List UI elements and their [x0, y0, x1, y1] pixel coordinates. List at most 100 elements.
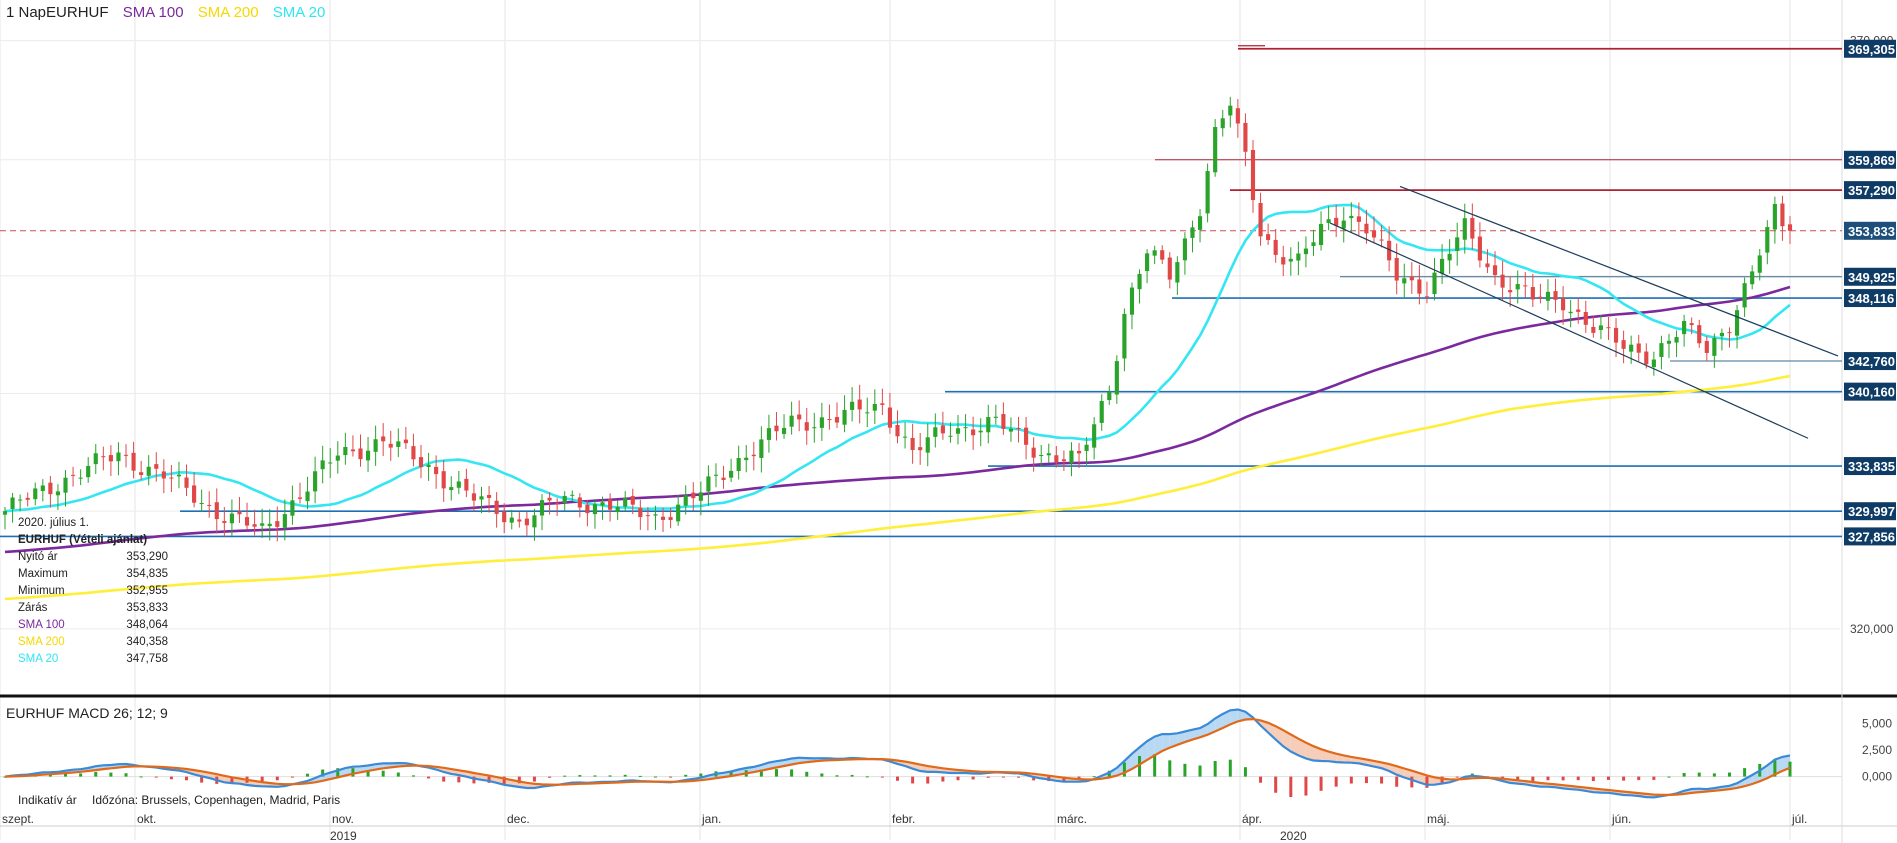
candle-body	[1651, 359, 1656, 368]
candle	[502, 503, 507, 534]
macd-legend: EURHUF MACD 26; 12; 9	[6, 705, 168, 721]
macd-histogram-bar	[366, 770, 370, 777]
candle-body	[1508, 290, 1513, 293]
candle-body	[645, 515, 650, 517]
candle	[1613, 318, 1619, 358]
candle-body	[161, 471, 166, 479]
candle-body	[260, 523, 265, 526]
info-row-value: 353,290	[126, 551, 168, 563]
candle-body	[1417, 279, 1422, 294]
month-label: júl.	[1791, 812, 1807, 826]
candle-body	[729, 470, 734, 478]
macd-histogram-bar	[1168, 760, 1172, 777]
candle	[993, 404, 998, 425]
candle	[1371, 216, 1377, 244]
price-badge	[1844, 527, 1896, 546]
price-badge	[1844, 221, 1896, 240]
candle	[1500, 260, 1505, 301]
macd-histogram-bar	[306, 773, 310, 777]
candle	[1016, 416, 1021, 443]
sma-100-label[interactable]: SMA 100	[122, 4, 184, 21]
candle-body	[40, 485, 45, 492]
macd-histogram-bar	[1198, 765, 1202, 777]
macd-histogram-bar	[911, 776, 915, 784]
price-axis: 370,000320,000369,305359,869357,290353,8…	[1844, 34, 1896, 636]
candle	[123, 444, 129, 468]
candle-body	[1787, 224, 1793, 231]
candle	[1258, 192, 1263, 246]
candle-body	[1485, 263, 1490, 268]
candle	[1651, 351, 1656, 376]
candle	[562, 491, 567, 511]
macd-histogram-bar	[1289, 776, 1293, 798]
candle	[33, 482, 38, 506]
candle-body	[660, 516, 666, 520]
price-badge	[1844, 382, 1896, 401]
candle	[797, 400, 802, 432]
candle-body	[1266, 234, 1271, 240]
candle	[1114, 355, 1119, 404]
candle	[1561, 286, 1566, 325]
candle	[1031, 437, 1036, 472]
candle	[978, 418, 983, 447]
info-row: Nyitó ár 353,290	[18, 549, 168, 566]
trend-line-lower	[1329, 222, 1809, 439]
macd-histogram-bar	[548, 776, 552, 778]
candle	[1674, 330, 1679, 358]
candle	[1704, 336, 1709, 362]
candle	[2, 507, 8, 530]
candle-body	[925, 437, 930, 453]
candle	[426, 452, 431, 481]
candle	[524, 511, 529, 536]
candle	[895, 410, 900, 444]
macd-histogram-bar	[1213, 760, 1217, 777]
candle-body	[1069, 450, 1074, 464]
candle-body	[1039, 454, 1044, 456]
candle-body	[275, 521, 280, 527]
candle	[78, 469, 83, 486]
macd-histogram-bar	[1410, 776, 1414, 788]
candle-body	[1666, 340, 1672, 344]
candle	[305, 476, 310, 510]
macd-fill	[1237, 709, 1246, 722]
candle-body	[184, 477, 189, 488]
candle	[396, 428, 401, 458]
candle-body	[918, 447, 923, 451]
candle	[509, 509, 514, 530]
info-panel: 2020. július 1. EURHUF (Vételi ajánlat) …	[18, 515, 168, 668]
candle-body	[1175, 262, 1180, 283]
candle-body	[116, 452, 121, 462]
candle	[116, 442, 121, 476]
candle-body	[1492, 265, 1498, 276]
candle	[267, 509, 272, 541]
macd-histogram-bar	[1032, 776, 1036, 781]
macd-histogram-bar	[759, 769, 763, 777]
candle-body	[1402, 278, 1407, 284]
macd-histogram-bar	[608, 775, 612, 777]
price-badge	[1844, 150, 1896, 169]
candle-body	[1757, 255, 1762, 273]
candle	[865, 397, 870, 428]
candle-body	[1379, 239, 1384, 241]
sma-200-label[interactable]: SMA 200	[197, 4, 259, 21]
candle	[804, 407, 809, 445]
candle	[411, 433, 416, 467]
macd-fill	[1782, 755, 1790, 771]
sma-20-label[interactable]: SMA 20	[272, 4, 326, 21]
candle	[275, 506, 280, 542]
candle-body	[585, 504, 590, 514]
candle-body	[1432, 272, 1437, 295]
info-row-label: SMA 20	[18, 653, 59, 665]
candle-body	[1500, 274, 1505, 288]
macd-histogram-bar	[1243, 767, 1247, 777]
macd-fill	[1313, 746, 1322, 761]
macd-histogram-bar	[1652, 776, 1656, 780]
candle	[1409, 262, 1414, 294]
candle	[1364, 209, 1369, 244]
candle-body	[1122, 313, 1127, 359]
macd-histogram-bar	[290, 776, 294, 778]
candle-body	[676, 504, 681, 522]
candle-body	[1228, 105, 1233, 116]
candle-body	[10, 497, 15, 509]
